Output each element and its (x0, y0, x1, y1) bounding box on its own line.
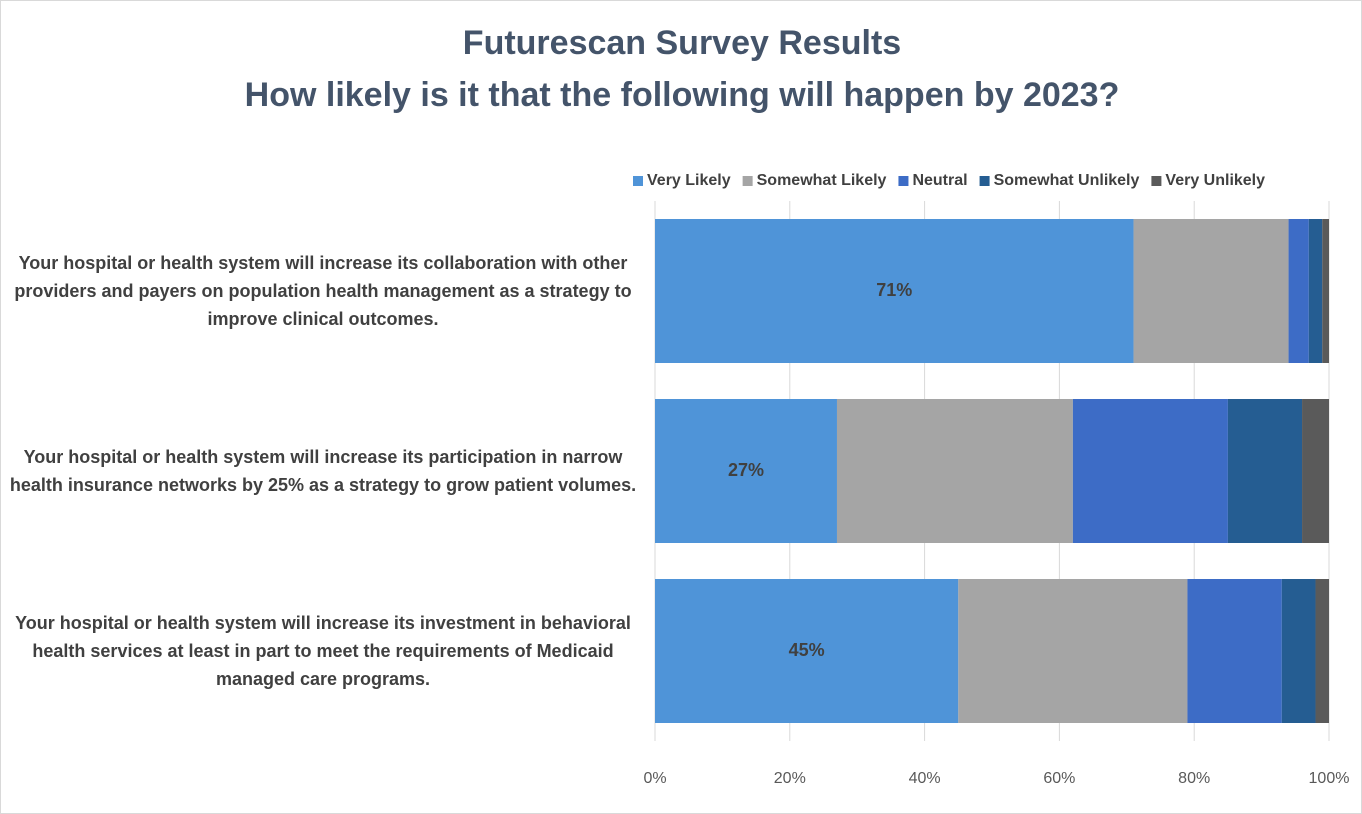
bar-segment (958, 579, 1188, 723)
bar-segment (836, 399, 1073, 543)
bar-segment (655, 399, 837, 543)
legend-swatch (979, 176, 990, 186)
data-label: 45% (789, 640, 825, 660)
data-label: 27% (728, 460, 764, 480)
bar-segment (1288, 219, 1309, 363)
legend-label: Somewhat Likely (757, 172, 887, 189)
category-label: Your hospital or health system will incr… (9, 447, 637, 495)
category-label: Your hospital or health system will incr… (15, 613, 631, 689)
bar-segment (1322, 219, 1329, 363)
bar-segment (655, 219, 1134, 363)
x-tick-label: 40% (909, 770, 941, 787)
x-tick-label: 60% (1043, 770, 1075, 787)
bar-segment (1133, 219, 1289, 363)
category-label: Your hospital or health system will incr… (14, 253, 632, 329)
x-tick-label: 0% (643, 770, 666, 787)
legend-label: Somewhat Unlikely (994, 172, 1140, 189)
legend-label: Neutral (912, 172, 967, 189)
legend-swatch (898, 176, 909, 186)
chart-title: Futurescan Survey Results (463, 24, 901, 62)
legend-swatch (633, 176, 643, 186)
x-tick-label: 100% (1309, 770, 1350, 787)
bar-segment (655, 579, 959, 723)
data-label: 71% (876, 280, 912, 300)
bar-segment (1187, 579, 1282, 723)
bar-segment (1281, 579, 1316, 723)
bar-segment (1315, 579, 1329, 723)
x-tick-label: 80% (1178, 770, 1210, 787)
bar-segment (1227, 399, 1303, 543)
legend-label: Very Likely (647, 172, 731, 189)
legend-swatch (1151, 176, 1162, 186)
legend-label: Very Unlikely (1165, 172, 1265, 189)
legend-swatch (742, 176, 753, 186)
bar-segment (1308, 219, 1323, 363)
x-tick-label: 20% (774, 770, 806, 787)
chart-subtitle: How likely is it that the following will… (245, 76, 1120, 114)
bar-segment (1302, 399, 1329, 543)
bar-segment (1072, 399, 1228, 543)
